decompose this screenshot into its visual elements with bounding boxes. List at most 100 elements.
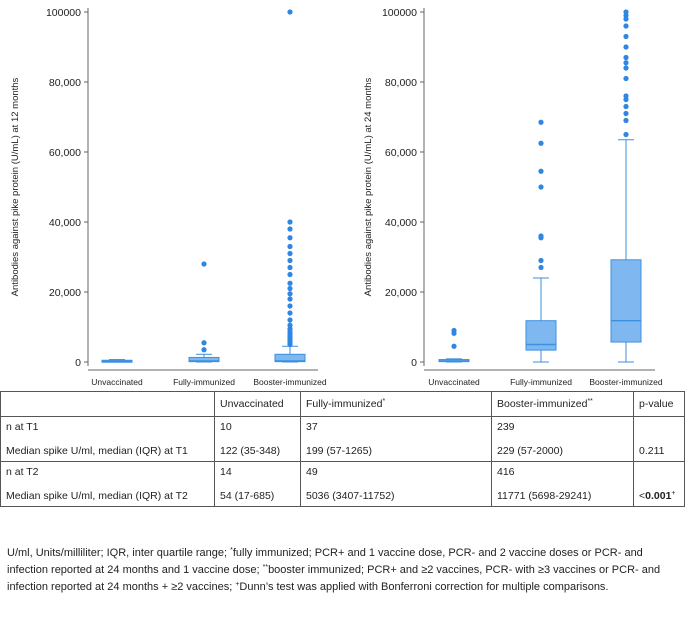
x-category-label: Fully-immunized xyxy=(510,377,572,387)
t1-n-booster: 239 xyxy=(497,421,515,433)
t2-n-unvaccinated: 14 xyxy=(220,466,232,478)
header-booster-immunized: Booster-immunized** xyxy=(491,391,634,417)
t1-median-booster: 229 (57-2000) xyxy=(497,445,563,457)
table-row-t2: n at T2 Median spike U/ml, median (IQR) a… xyxy=(0,461,685,507)
footnote-part-2: fully immunized; PCR+ and 1 vaccine dose… xyxy=(7,547,643,576)
y-tick-label: 40,000 xyxy=(49,217,81,229)
outlier-point xyxy=(623,9,629,15)
header-fully-sup: * xyxy=(382,398,386,405)
outlier-point xyxy=(623,33,629,40)
footnote-sup-3: + xyxy=(235,581,240,588)
box-3 xyxy=(610,9,642,363)
y-axis-label: Antibodies against pike protein (U/mL) a… xyxy=(10,77,21,296)
header-unvaccinated-label: Unvaccinated xyxy=(220,398,284,410)
outlier-point xyxy=(623,60,629,66)
outlier-point xyxy=(623,44,629,50)
outlier-point xyxy=(538,168,544,174)
t1-fully-cell: 37 199 (57-1265) xyxy=(300,416,492,462)
y-tick-label: 20,000 xyxy=(385,287,417,299)
t1-n-label: n at T1 xyxy=(6,421,39,433)
x-category-label: Unvaccinated xyxy=(428,377,480,387)
box-1 xyxy=(438,327,470,363)
box-2 xyxy=(188,261,220,363)
y-tick-label: 0 xyxy=(411,357,417,369)
y-tick-label: 0 xyxy=(75,357,81,369)
outlier-point xyxy=(287,296,293,302)
box-iqr xyxy=(525,320,557,351)
t1-booster-cell: 239 229 (57-2000) xyxy=(491,416,634,462)
header-fully-immunized: Fully-immunized* xyxy=(300,391,492,417)
outlier-point xyxy=(623,54,629,61)
outlier-point xyxy=(201,340,207,346)
t2-median-unvaccinated: 54 (17-685) xyxy=(220,490,275,502)
outlier-point xyxy=(287,257,293,264)
chart-panel-1: 0 20,000 40,000 60,000 80,000 100000 Antibodie… xyxy=(10,7,327,387)
outlier-point xyxy=(538,257,544,264)
outlier-point xyxy=(287,226,293,232)
t2-p-value-sup: + xyxy=(671,490,676,497)
footnote-sup-2: ** xyxy=(262,564,269,571)
t2-n-fully: 49 xyxy=(306,466,318,478)
outlier-point xyxy=(451,343,457,349)
outlier-point xyxy=(287,317,293,323)
x-category-label: Unvaccinated xyxy=(91,377,143,387)
outlier-point xyxy=(201,347,207,353)
outlier-point xyxy=(287,250,293,257)
outlier-point xyxy=(538,184,544,190)
footnote: U/ml, Units/milliliter; IQR, inter quart… xyxy=(7,545,679,596)
outlier-point xyxy=(287,285,293,292)
outlier-point xyxy=(287,303,293,309)
y-tick-label: 100000 xyxy=(382,7,417,19)
box-3 xyxy=(274,9,306,363)
footnote-part-1: U/ml, Units/milliliter; IQR, inter quart… xyxy=(7,547,231,559)
t1-p-value: 0.211 xyxy=(639,445,665,457)
t2-n-booster: 416 xyxy=(497,466,515,478)
header-fully-label: Fully-immunized xyxy=(306,398,383,410)
outlier-point xyxy=(287,235,293,241)
footnote-sup-1: * xyxy=(230,547,233,554)
box-1 xyxy=(101,359,133,363)
t1-n-unvaccinated: 10 xyxy=(220,421,232,433)
footnote-part-4: Dunn’s test was applied with Bonferroni … xyxy=(239,581,609,593)
header-booster-sup: ** xyxy=(587,398,593,405)
t1-median-label: Median spike U/ml, median (IQR) at T1 xyxy=(6,445,188,457)
outlier-point xyxy=(287,9,293,15)
t2-p-value-cell: <0.001+ xyxy=(633,461,685,507)
x-category-label: Fully-immunized xyxy=(173,377,235,387)
y-tick-label: 40,000 xyxy=(385,217,417,229)
box-2 xyxy=(525,119,557,363)
outlier-point xyxy=(538,119,544,125)
t2-p-value-prefix: < xyxy=(639,490,646,502)
t1-unvaccinated-cell: 10 122 (35-348) xyxy=(214,416,301,462)
outlier-point xyxy=(623,65,629,71)
outlier-point xyxy=(287,264,293,271)
outlier-point xyxy=(538,233,544,239)
t2-p-value: 0.001 xyxy=(645,490,672,502)
outlier-point xyxy=(287,291,293,297)
header-booster-label: Booster-immunized xyxy=(497,398,588,410)
outlier-point xyxy=(623,117,629,124)
outlier-point xyxy=(287,243,293,250)
outlier-point xyxy=(451,327,457,334)
t2-median-label: Median spike U/ml, median (IQR) at T2 xyxy=(6,490,188,502)
y-tick-label: 20,000 xyxy=(49,287,81,299)
outlier-point xyxy=(287,322,293,328)
outlier-point xyxy=(623,23,629,29)
t2-unvaccinated-cell: 14 54 (17-685) xyxy=(214,461,301,507)
outlier-point xyxy=(287,219,293,225)
t2-n-label: n at T2 xyxy=(6,466,39,478)
t2-label-cell: n at T2 Median spike U/ml, median (IQR) a… xyxy=(0,461,215,507)
outlier-point xyxy=(287,280,293,286)
outlier-point xyxy=(201,261,207,267)
t2-booster-cell: 416 11771 (5698-29241) xyxy=(491,461,634,507)
outlier-point xyxy=(623,131,629,138)
table-header-row: Unvaccinated Fully-immunized* Booster-im… xyxy=(0,391,685,417)
y-tick-label: 80,000 xyxy=(385,77,417,89)
box-iqr xyxy=(188,356,220,363)
y-tick-label: 60,000 xyxy=(385,147,417,159)
t1-median-fully: 199 (57-1265) xyxy=(306,445,372,457)
outlier-point xyxy=(623,75,629,82)
outlier-point xyxy=(538,264,544,271)
t1-median-unvaccinated: 122 (35-348) xyxy=(220,445,281,457)
t2-median-fully: 5036 (3407-11752) xyxy=(306,490,395,502)
